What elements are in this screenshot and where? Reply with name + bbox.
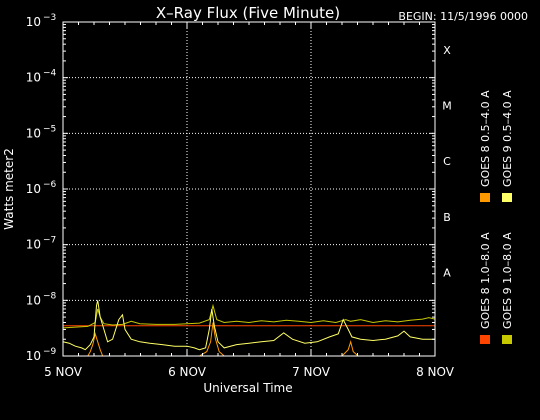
legend-label: GOES 8 1.0–8.0 A (479, 232, 492, 329)
y-tick-exponent: −8 (43, 291, 57, 301)
flare-class-A: A (443, 267, 451, 280)
y-axis-ticks: 10−310−410−510−610−710−810−9 (26, 13, 435, 363)
series-layer (62, 300, 436, 357)
y-tick-base: 10 (26, 349, 41, 363)
x-tick-label: 7 NOV (292, 365, 331, 379)
y-tick-base: 10 (26, 126, 41, 140)
y-tick-label: 10 (26, 182, 41, 196)
y-tick-exponent: −6 (43, 180, 57, 190)
y-tick-label: 10 (26, 238, 41, 252)
x-axis-ticks: 5 NOV 6 NOV 7 NOV 8 NOV (44, 22, 455, 379)
chart-title: X–Ray Flux (Five Minute) (156, 4, 340, 22)
x-tick-label: 8 NOV (416, 365, 455, 379)
y-tick-label: 10 (26, 15, 41, 29)
y-tick-label: 10 (26, 126, 41, 140)
flare-class-M: M (442, 100, 452, 113)
x-tick-label: 5 NOV (44, 365, 83, 379)
y-tick-base: 10 (26, 15, 41, 29)
y-tick-base: 10 (26, 71, 41, 85)
x-axis-label: Universal Time (203, 381, 292, 395)
flare-class-B: B (443, 211, 451, 224)
x-tick-label: 6 NOV (168, 365, 207, 379)
legend-label: GOES 8 0.5–4.0 A (479, 90, 492, 187)
series-line-4 (62, 300, 435, 351)
legend-swatch (480, 335, 490, 344)
series-line-2 (62, 303, 436, 329)
y-tick-base: 10 (26, 182, 41, 196)
legend-swatch (502, 193, 512, 202)
legend-swatch (502, 335, 512, 344)
legend: GOES 8 1.0–8.0 A GOES 8 0.5–4.0 A GOES 9 1… (479, 90, 514, 344)
y-tick-base: 10 (26, 293, 41, 307)
legend-label: GOES 9 0.5–4.0 A (501, 90, 514, 187)
y-tick-exponent: −3 (43, 13, 56, 23)
y-tick-exponent: −5 (43, 124, 56, 134)
legend-swatch (480, 193, 490, 202)
begin-label: BEGIN: 11/5/1996 0000 (398, 10, 528, 23)
y-tick-base: 10 (26, 238, 41, 252)
series-line-3 (63, 322, 435, 357)
legend-label: GOES 9 1.0–8.0 A (501, 232, 514, 329)
y-tick-exponent: −4 (43, 69, 57, 79)
y-tick-label: 10 (26, 293, 41, 307)
flare-class-X: X (443, 44, 451, 57)
grid-lines (63, 22, 435, 356)
y-tick-exponent: −9 (43, 347, 57, 357)
y-tick-label: 10 (26, 349, 41, 363)
flare-class-labels: X M C B A (442, 44, 452, 280)
flare-class-C: C (443, 155, 451, 168)
y-axis-label: Watts meter2 (2, 148, 16, 230)
y-tick-exponent: −7 (43, 236, 56, 246)
y-tick-label: 10 (26, 71, 41, 85)
